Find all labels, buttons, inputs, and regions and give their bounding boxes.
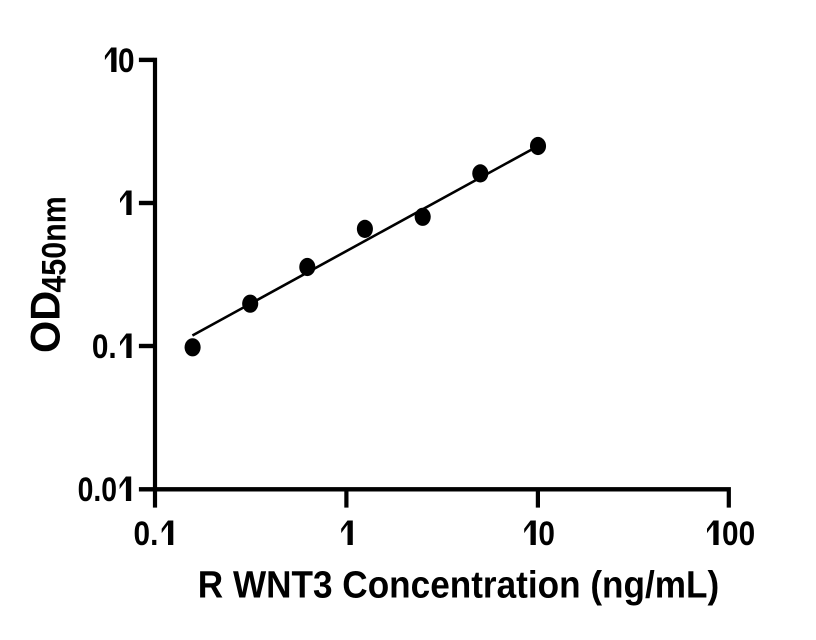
svg-text:10: 10: [522, 514, 555, 553]
svg-text:OD: OD: [22, 291, 69, 353]
svg-text:R WNT3 Concentration (ng/mL): R WNT3 Concentration (ng/mL): [198, 563, 719, 605]
svg-text:100: 100: [705, 514, 755, 553]
svg-text:450nm: 450nm: [35, 196, 73, 292]
svg-text:10: 10: [102, 41, 135, 80]
svg-text:0.01: 0.01: [78, 469, 133, 508]
